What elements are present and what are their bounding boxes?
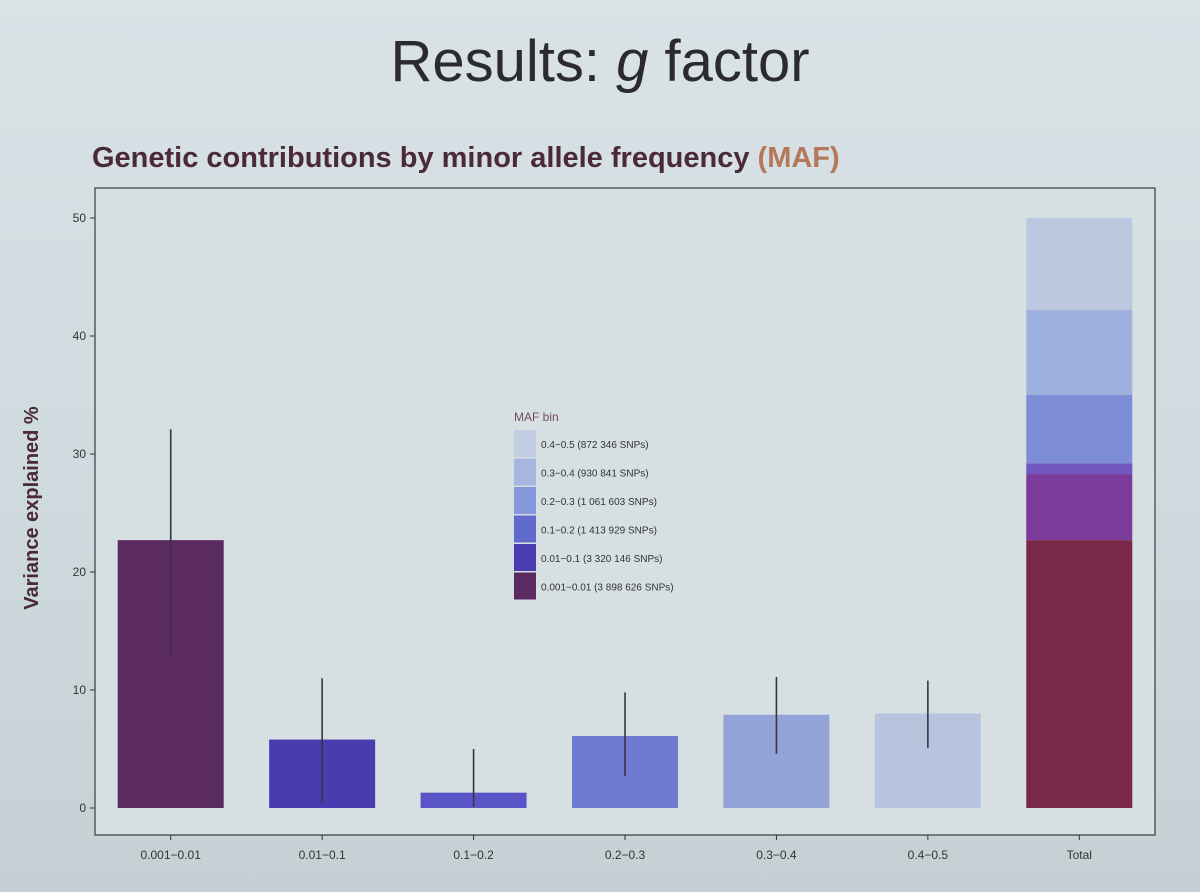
x-tick-label: 0.3−0.4: [756, 848, 797, 862]
x-tick-label: 0.2−0.3: [605, 848, 646, 862]
legend-swatch-2: [514, 458, 536, 486]
total-segment-6: [1026, 218, 1133, 311]
total-segment-1: [1026, 540, 1133, 808]
total-segment-4: [1026, 395, 1133, 464]
legend-label-2: 0.3−0.4 (930 841 SNPs): [541, 469, 649, 480]
total-segment-5: [1026, 310, 1133, 395]
slide-title-suffix: factor: [648, 29, 810, 94]
slide-title-g: g: [616, 29, 649, 94]
x-tick-label: 0.01−0.1: [299, 848, 346, 862]
x-tick-label: Total: [1067, 848, 1092, 862]
total-segment-2: [1026, 474, 1133, 541]
slide-title: Results: g factor: [0, 28, 1200, 95]
legend-swatch-1: [514, 430, 536, 457]
legend-swatch-5: [514, 544, 536, 571]
legend-swatch-6: [514, 572, 536, 600]
legend-label-5: 0.01−0.1 (3 320 146 SNPs): [541, 554, 662, 565]
legend-label-3: 0.2−0.3 (1 061 603 SNPs): [541, 497, 657, 508]
total-segment-3: [1026, 463, 1133, 475]
chart-title-accent: (MAF): [757, 142, 840, 174]
legend-label-6: 0.001−0.01 (3 898 626 SNPs): [541, 583, 674, 594]
y-axis-label: Variance explained %: [21, 406, 43, 610]
y-tick-label: 0: [79, 801, 86, 815]
legend-swatch-3: [514, 487, 536, 514]
y-tick-label: 20: [73, 565, 87, 579]
legend-label-4: 0.1−0.2 (1 413 929 SNPs): [541, 526, 657, 537]
legend-title: MAF bin: [514, 410, 559, 424]
y-tick-label: 50: [73, 211, 87, 225]
slide-title-prefix: Results:: [390, 29, 617, 94]
x-tick-label: 0.1−0.2: [453, 848, 494, 862]
chart-title-main: Genetic contributions by minor allele fr…: [92, 142, 758, 174]
y-tick-label: 10: [73, 683, 87, 697]
x-tick-label: 0.4−0.5: [908, 848, 949, 862]
x-tick-label: 0.001−0.01: [141, 848, 202, 862]
y-tick-label: 40: [73, 329, 87, 343]
legend-swatch-4: [514, 515, 536, 543]
legend-label-1: 0.4−0.5 (872 346 SNPs): [541, 440, 649, 451]
chart-title: Genetic contributions by minor allele fr…: [92, 142, 840, 175]
y-tick-label: 30: [73, 447, 87, 461]
